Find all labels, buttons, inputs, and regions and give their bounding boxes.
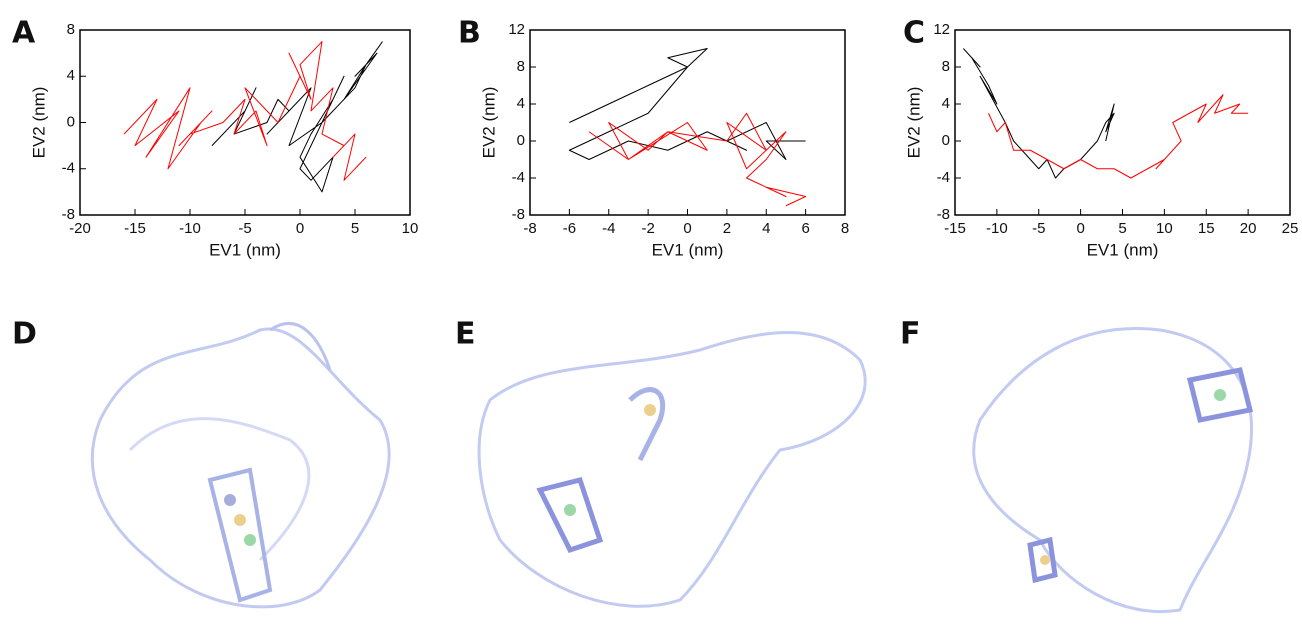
plot-frame <box>954 29 1291 216</box>
structure-f <box>972 327 1254 613</box>
y-tick-label: 4 <box>942 95 950 112</box>
x-tick-label: 0 <box>296 220 304 237</box>
y-tick-label: -4 <box>937 169 950 186</box>
x-tick-label: -5 <box>1032 220 1045 237</box>
plot-frame <box>529 29 846 216</box>
trajectory <box>211 41 383 193</box>
y-tick-label: 8 <box>67 21 75 38</box>
trajectory <box>963 48 1115 179</box>
x-tick-label: -15 <box>944 220 966 237</box>
trajectory <box>588 112 807 207</box>
x-tick-label: 5 <box>351 220 359 237</box>
x-tick-label: 10 <box>1156 220 1173 237</box>
y-tick-label: 4 <box>67 67 75 84</box>
panel-label: F <box>900 317 921 352</box>
structure-d <box>90 322 391 609</box>
y-tick-label: 4 <box>517 95 525 112</box>
trajectory <box>568 48 806 160</box>
y-axis-label: EV2 (nm) <box>29 87 48 159</box>
x-tick-label: -5 <box>238 220 251 237</box>
x-tick-label: -15 <box>124 220 146 237</box>
y-tick-label: 8 <box>942 58 950 75</box>
x-tick-label: -2 <box>641 220 654 237</box>
x-tick-label: 15 <box>1198 220 1215 237</box>
x-tick-label: -6 <box>563 220 576 237</box>
y-tick-label: -8 <box>512 206 525 223</box>
x-axis-label: EV1 (nm) <box>209 240 281 259</box>
panel-label: E <box>455 317 476 352</box>
y-tick-label: -4 <box>62 160 75 177</box>
y-tick-label: 12 <box>933 21 950 38</box>
y-tick-label: 0 <box>942 132 950 149</box>
x-tick-label: 5 <box>1118 220 1126 237</box>
x-tick-label: 2 <box>723 220 731 237</box>
panel-label: B <box>458 16 481 51</box>
x-tick-label: -10 <box>179 220 201 237</box>
y-tick-label: 0 <box>517 132 525 149</box>
x-tick-label: -4 <box>602 220 615 237</box>
x-axis-label: EV1 (nm) <box>652 240 724 259</box>
y-tick-label: -8 <box>62 206 75 223</box>
y-tick-label: -4 <box>512 169 525 186</box>
x-tick-label: 10 <box>402 220 419 237</box>
trajectory <box>123 41 367 181</box>
panel-label: C <box>903 16 925 51</box>
x-tick-label: -20 <box>69 220 91 237</box>
y-tick-label: 12 <box>508 21 525 38</box>
x-tick-label: 20 <box>1240 220 1257 237</box>
y-tick-label: 0 <box>67 113 75 130</box>
y-tick-label: -8 <box>937 206 950 223</box>
x-tick-label: 0 <box>683 220 691 237</box>
x-tick-label: 6 <box>801 220 809 237</box>
x-tick-label: -8 <box>523 220 536 237</box>
x-tick-label: 4 <box>762 220 770 237</box>
x-tick-label: 0 <box>1076 220 1084 237</box>
y-tick-label: 8 <box>517 58 525 75</box>
y-axis-label: EV2 (nm) <box>904 87 923 159</box>
x-tick-label: -10 <box>986 220 1008 237</box>
panel-label: D <box>12 317 37 352</box>
y-axis-label: EV2 (nm) <box>479 87 498 159</box>
x-tick-label: 25 <box>1282 220 1299 237</box>
x-tick-label: 8 <box>841 220 849 237</box>
structure-e <box>477 331 867 608</box>
trajectory <box>988 94 1249 179</box>
panel-label: A <box>12 16 36 51</box>
plot-frame <box>79 29 411 216</box>
x-axis-label: EV1 (nm) <box>1087 240 1159 259</box>
